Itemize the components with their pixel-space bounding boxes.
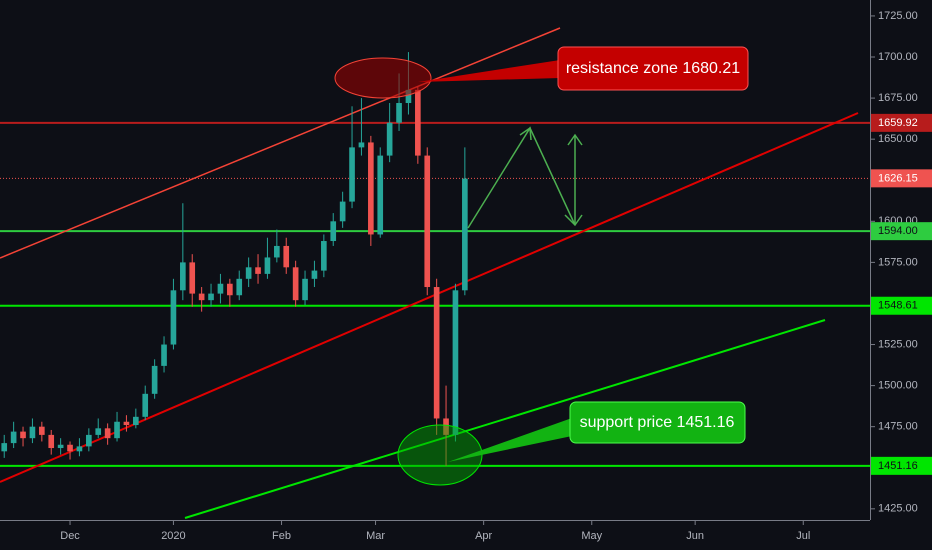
arrow-head [519, 126, 532, 141]
price-tag [871, 222, 932, 241]
candle-body [415, 89, 421, 156]
x-tick-label: Apr [475, 530, 492, 542]
candle-body [10, 431, 17, 444]
candle-body [95, 428, 102, 435]
candle-body [57, 444, 64, 449]
price-tag-label: 1659.92 [878, 117, 918, 129]
candle-body [405, 89, 412, 104]
x-tick-label: Jun [686, 530, 704, 542]
price-tag-label: 1548.61 [878, 300, 918, 312]
y-tick-label: 1650.00 [878, 133, 918, 145]
candle-body [39, 426, 45, 435]
price-tag-label: 1626.15 [878, 172, 918, 184]
candle-body [292, 267, 299, 301]
candle-body [462, 178, 468, 291]
price-tag-label: 1594.00 [878, 225, 918, 237]
candle-body [386, 122, 393, 156]
callout-pointer [418, 60, 560, 82]
y-tick-label: 1675.00 [878, 92, 918, 104]
channel-lower [0, 112, 859, 483]
candles [1, 52, 468, 467]
price-tag [871, 113, 932, 132]
candle-body [311, 270, 318, 279]
channel-upper [0, 27, 561, 259]
price-tag [871, 456, 932, 475]
candle-body [217, 283, 224, 294]
y-tick-label: 1725.00 [878, 10, 918, 22]
candle-body [67, 444, 73, 452]
candle-body [180, 262, 186, 291]
candle-body [20, 431, 26, 439]
candle-body [245, 267, 252, 279]
y-tick-label: 1575.00 [878, 256, 918, 268]
candle-body [274, 245, 280, 258]
candle-body [377, 155, 384, 235]
candle-body [133, 416, 139, 426]
x-tick-label: Feb [272, 530, 291, 542]
candle-body [123, 421, 130, 426]
x-tick-label: Dec [60, 530, 80, 542]
y-tick-label: 1475.00 [878, 421, 918, 433]
candle-body [29, 426, 36, 439]
axes: 1725.001700.001675.001650.001600.001575.… [60, 10, 932, 542]
candle-body [368, 142, 374, 235]
candle-body [1, 443, 8, 452]
support-trendline [184, 319, 826, 519]
candle-body [114, 421, 120, 439]
candle-body [264, 257, 271, 274]
y-tick-label: 1700.00 [878, 51, 918, 63]
x-tick-label: Mar [366, 530, 385, 542]
callout-pointer [448, 418, 572, 462]
callout-box [557, 46, 749, 91]
candle-body [86, 434, 92, 447]
candle-body [433, 287, 440, 419]
price-tag [871, 296, 932, 315]
price-tag-label: 1451.16 [878, 460, 918, 472]
callout-text: resistance zone 1680.21 [566, 60, 740, 77]
candle-body [349, 147, 355, 202]
candle-body [424, 155, 431, 288]
candle-body [396, 103, 402, 123]
candle-body [236, 278, 243, 296]
y-tick-label: 1525.00 [878, 338, 918, 350]
candle-body [227, 283, 233, 296]
candle-body [321, 241, 327, 271]
candle-body [302, 278, 308, 301]
candle-body [76, 446, 83, 452]
candle-body [339, 201, 346, 222]
y-tick-label: 1500.00 [878, 380, 918, 392]
candle-body [189, 262, 196, 294]
y-tick-label: 1425.00 [878, 503, 918, 515]
candle-body [443, 418, 449, 435]
arrow-head [567, 133, 583, 146]
price-tag [871, 169, 932, 188]
candle-body [358, 142, 365, 148]
arrow-head [564, 214, 583, 227]
candle-body [170, 290, 177, 345]
resistance-zone [334, 57, 432, 99]
candle-body [255, 267, 261, 274]
x-tick-label: Jul [796, 530, 810, 542]
callout-box [569, 401, 746, 444]
candle-body [142, 393, 149, 417]
candle-body [151, 365, 158, 394]
candle-body [283, 245, 290, 268]
candle-body [161, 344, 167, 366]
candle-body [452, 290, 459, 435]
candle-body [48, 434, 55, 449]
support-zone [397, 424, 483, 486]
candle-body [198, 293, 205, 301]
candle-body [330, 221, 337, 242]
x-tick-label: May [581, 530, 602, 542]
callout-text: support price 1451.16 [580, 414, 735, 431]
x-tick-label: 2020 [161, 530, 185, 542]
candle-body [104, 428, 111, 439]
candle-body [208, 293, 214, 301]
